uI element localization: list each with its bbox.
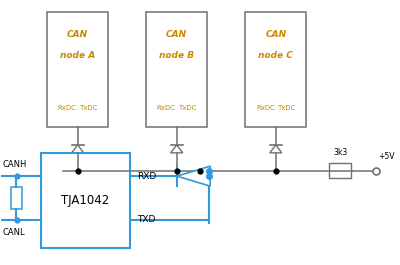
- Text: RxDC: RxDC: [157, 105, 176, 111]
- Text: CANL: CANL: [2, 228, 25, 237]
- Text: RxDC: RxDC: [256, 105, 275, 111]
- Text: 3k3: 3k3: [333, 148, 347, 157]
- Bar: [10, 187, 22, 209]
- Polygon shape: [177, 166, 210, 186]
- Text: RxDC: RxDC: [58, 105, 77, 111]
- Text: TxDC: TxDC: [277, 105, 296, 111]
- Bar: [47, 12, 108, 127]
- Bar: [41, 153, 130, 248]
- Bar: [146, 12, 208, 127]
- Text: TXD: TXD: [137, 215, 156, 224]
- Text: node C: node C: [258, 51, 293, 60]
- Polygon shape: [171, 145, 183, 153]
- Text: RXD: RXD: [137, 172, 156, 181]
- Text: CANH: CANH: [2, 160, 26, 169]
- Text: CAN: CAN: [166, 30, 187, 39]
- Text: node A: node A: [60, 51, 95, 60]
- Text: TxDC: TxDC: [178, 105, 196, 111]
- Text: TJA1042: TJA1042: [62, 194, 110, 207]
- Bar: [245, 12, 306, 127]
- Polygon shape: [72, 145, 84, 153]
- Polygon shape: [270, 145, 282, 153]
- Text: CAN: CAN: [265, 30, 286, 39]
- Text: node B: node B: [159, 51, 194, 60]
- Text: +5V: +5V: [378, 152, 394, 161]
- Bar: [329, 163, 351, 178]
- Text: CAN: CAN: [67, 30, 88, 39]
- Text: TxDC: TxDC: [79, 105, 97, 111]
